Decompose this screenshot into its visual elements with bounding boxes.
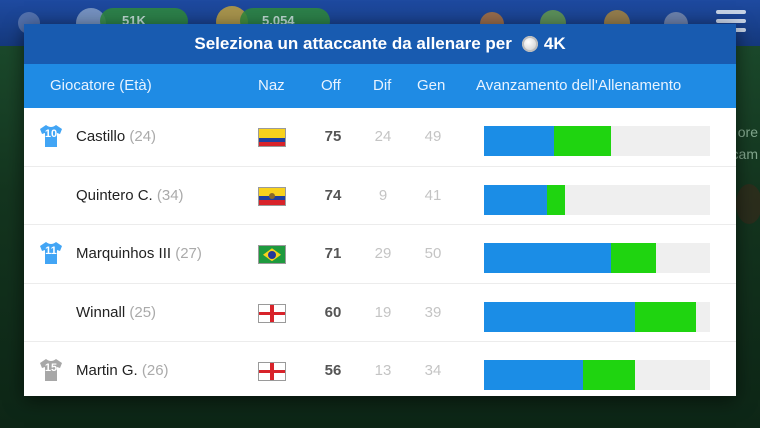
header-player: Giocatore (Età) [50, 77, 152, 94]
background-side-text-a: ore [737, 124, 758, 140]
player-name: Martin G. [76, 362, 138, 380]
stat-off: 74 [324, 186, 342, 204]
progress-current [484, 184, 548, 215]
england-flag-icon [258, 362, 286, 382]
stat-gen: 49 [424, 128, 442, 145]
header-gen: Gen [417, 77, 446, 94]
stat-gen: 34 [424, 362, 442, 380]
player-name-cell: Castillo (24) [76, 128, 156, 145]
stat-dif: 24 [374, 128, 392, 145]
player-row[interactable]: 15 Martin G. (26) 56 13 34 [24, 342, 736, 400]
player-row[interactable]: Winnall (25) 60 19 39 [24, 284, 736, 343]
player-row[interactable]: 10 Castillo (24) 75 24 49 [24, 108, 736, 167]
header-off: Off [321, 77, 341, 94]
stat-off: 60 [324, 303, 342, 321]
england-flag-icon [258, 303, 286, 323]
stat-dif: 19 [374, 303, 392, 321]
shirt-number: 11 [45, 245, 57, 258]
progress-current [484, 243, 611, 274]
stat-gen: 50 [424, 245, 442, 263]
player-name-cell: Winnall (25) [76, 304, 156, 321]
stat-off: 71 [324, 245, 342, 263]
progress-gain [547, 184, 566, 215]
player-row[interactable]: Quintero C. (34) 74 9 41 [24, 167, 736, 226]
training-progress-bar [484, 360, 710, 391]
player-name: Winnall [76, 303, 126, 321]
player-age: (25) [129, 303, 157, 321]
modal-title-text: Seleziona un attaccante da allenare per [194, 34, 512, 53]
training-progress-bar [484, 184, 710, 215]
train-striker-modal: Seleziona un attaccante da allenare per … [24, 24, 736, 396]
stat-gen: 41 [424, 186, 442, 204]
player-age: (27) [175, 245, 202, 263]
progress-gain [554, 126, 611, 156]
ecuador-flag-icon [258, 186, 286, 206]
table-header: Giocatore (Età) Naz Off Dif Gen Avanzame… [24, 64, 736, 108]
header-progress: Avanzamento dell'Allenamento [476, 77, 682, 94]
training-progress-bar [484, 126, 710, 156]
shirt-icon: 11 [38, 240, 64, 266]
stat-off: 56 [324, 362, 342, 380]
player-name-cell: Martin G. (26) [76, 362, 169, 379]
player-name: Quintero C. [76, 186, 153, 204]
progress-current [484, 360, 584, 391]
progress-current [484, 301, 636, 332]
player-name: Marquinhos III [76, 245, 172, 263]
shirt-number: 15 [44, 362, 58, 375]
player-name-cell: Quintero C. (34) [76, 187, 184, 204]
stat-dif: 29 [374, 245, 392, 263]
shirt-icon: 15 [38, 357, 64, 383]
progress-current [484, 126, 555, 156]
shirt-icon: 10 [38, 123, 64, 149]
stat-gen: 39 [424, 303, 442, 321]
header-nation: Naz [258, 77, 285, 94]
silver-coin-icon [521, 36, 538, 52]
player-row[interactable]: 11 Marquinhos III (27) 71 29 50 [24, 225, 736, 284]
shirt-number: 10 [44, 128, 58, 140]
progress-gain [583, 360, 636, 391]
player-name: Castillo [76, 128, 126, 145]
stat-off: 75 [324, 128, 342, 145]
player-age: (24) [129, 128, 157, 145]
colombia-flag-icon [258, 128, 286, 147]
progress-gain [635, 301, 697, 332]
training-progress-bar [484, 243, 710, 274]
background-ball-icon [736, 184, 760, 224]
background-side-text-b: cam [731, 146, 758, 162]
header-dif: Dif [373, 77, 392, 94]
progress-gain [610, 243, 656, 274]
modal-cost: 4K [543, 34, 566, 53]
player-age: (34) [156, 186, 184, 204]
stat-dif: 9 [378, 186, 388, 204]
player-list: 10 Castillo (24) 75 24 49 Quintero C. (3… [24, 108, 736, 400]
player-name-cell: Marquinhos III (27) [76, 245, 202, 262]
brazil-flag-icon [258, 245, 286, 265]
modal-title: Seleziona un attaccante da allenare per … [24, 24, 736, 64]
player-age: (26) [141, 362, 169, 380]
training-progress-bar [484, 301, 710, 332]
stat-dif: 13 [374, 362, 392, 380]
